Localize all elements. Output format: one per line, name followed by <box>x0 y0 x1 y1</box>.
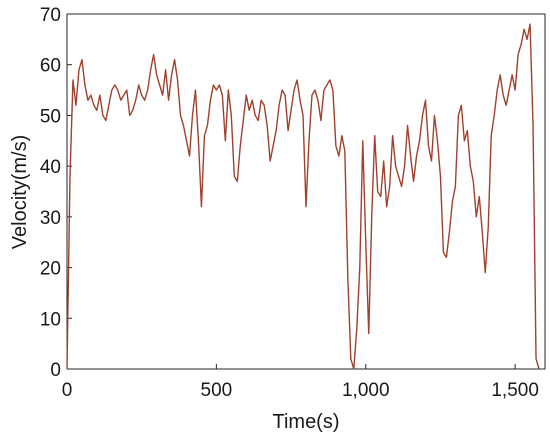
y-tick-label: 70 <box>40 5 61 26</box>
y-axis-ticks: 0 10 20 30 40 50 60 70 <box>40 5 72 381</box>
y-tick-label: 10 <box>40 309 61 330</box>
x-tick-label: 500 <box>201 380 233 401</box>
x-tick-label: 0 <box>62 380 73 401</box>
x-tick-label: 1,500 <box>491 380 539 401</box>
y-tick-label: 50 <box>40 106 61 127</box>
y-tick-label: 40 <box>40 157 61 178</box>
x-axis-label: Time(s) <box>272 411 339 433</box>
y-tick-label: 20 <box>40 259 61 280</box>
y-tick-label: 60 <box>40 56 61 77</box>
x-tick-label: 1,000 <box>342 380 390 401</box>
velocity-series-line <box>66 23 540 370</box>
x-axis-ticks: 0 500 1,000 1,500 <box>62 364 539 401</box>
y-tick-label: 0 <box>50 360 61 381</box>
y-axis-label: Velocity(m/s) <box>9 135 31 249</box>
y-tick-label: 30 <box>40 208 61 229</box>
series-layer <box>66 23 540 370</box>
